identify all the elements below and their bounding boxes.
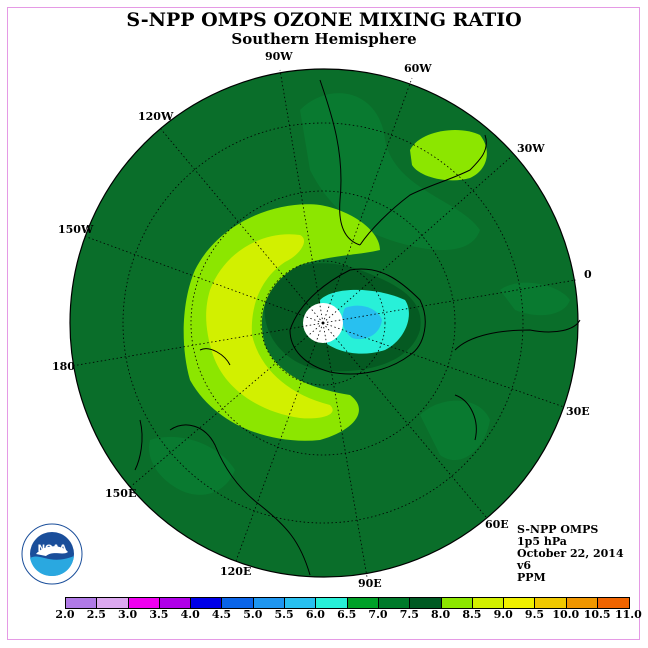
colorbar-swatch <box>598 598 630 608</box>
colorbar-swatch <box>378 598 411 608</box>
colorbar-tick-label: 4.0 <box>180 608 200 621</box>
colorbar-swatch <box>253 598 286 608</box>
lon-label-60w: 60W <box>404 62 432 75</box>
colorbar-swatch <box>566 598 599 608</box>
meridian-60w <box>322 77 413 324</box>
colorbar-swatch <box>222 598 254 608</box>
ozone-band-6.5-east <box>500 282 570 316</box>
lon-label-150w: 150W <box>58 223 94 236</box>
lon-label-120w: 120W <box>138 110 174 123</box>
colorbar-tick-label: 4.5 <box>211 608 232 621</box>
latitude-circle-70s <box>260 260 386 386</box>
colorbar-tick-label: 3.0 <box>118 608 138 621</box>
info-units: PPM <box>517 571 546 584</box>
colorbar-swatch <box>128 598 160 608</box>
graticule <box>71 69 577 578</box>
map-title: S-NPP OMPS OZONE MIXING RATIO <box>126 9 522 31</box>
colorbar-tick-label: 7.5 <box>399 608 419 621</box>
colorbar-swatch <box>504 598 536 608</box>
colorbar-tick-label: 2.5 <box>86 608 106 621</box>
map-subtitle: Southern Hemisphere <box>231 30 417 48</box>
ozone-band-6.5-southwest <box>149 436 235 495</box>
coast-australia <box>169 424 311 576</box>
lon-label-150e: 150E <box>105 487 137 500</box>
info-pressure: 1p5 hPa <box>517 535 567 548</box>
coast-madagascar <box>454 394 477 441</box>
info-version: v6 <box>517 559 532 572</box>
colorbar-tick-label: 6.0 <box>305 608 325 621</box>
colorbar <box>65 597 631 609</box>
colorbar-swatch <box>472 598 505 608</box>
ozone-band-6.5-southeast <box>420 400 490 461</box>
ozone-band-5.5 <box>342 305 382 340</box>
colorbar-tick-label: 7.0 <box>368 608 388 621</box>
meridian-90e <box>322 322 368 578</box>
lon-label-180: 180 <box>52 360 75 373</box>
colorbar-swatch <box>97 598 129 608</box>
ozone-band-6.5-north <box>300 93 480 250</box>
colorbar-tick-label: 6.5 <box>337 608 357 621</box>
ozone-patch-7.5 <box>410 130 487 181</box>
colorbar-swatch <box>535 598 567 608</box>
lon-label-90w: 90W <box>265 50 293 63</box>
lon-label-90e: 90E <box>358 577 382 590</box>
info-date: October 22, 2014 <box>517 547 624 560</box>
colorbar-tick-label: 10.0 <box>552 608 580 621</box>
colorbar-tick-label: 5.5 <box>274 608 294 621</box>
info-instrument: S-NPP OMPS <box>517 523 599 536</box>
colorbar-swatch <box>441 598 473 608</box>
lon-label-120e: 120E <box>220 565 252 578</box>
meridian-150e <box>128 322 324 489</box>
lon-label-30w: 30W <box>517 142 545 155</box>
meridian-90w <box>279 69 324 324</box>
colorbar-ticks: 2.0 2.5 3.0 3.5 4.0 4.5 5.0 5.5 6.0 6.5 7.0 7.5 8.0 8… <box>48 608 641 622</box>
ozone-band-8.0 <box>206 234 333 419</box>
colorbar-swatch <box>159 598 192 608</box>
noaa-logo: NOAA <box>21 523 83 585</box>
colorbar-swatch <box>66 598 98 608</box>
coast-islands <box>134 419 143 471</box>
coast-new-zealand <box>199 348 231 366</box>
colorbar-swatch <box>410 598 442 608</box>
lon-label-30e: 30E <box>566 405 590 418</box>
map-boundary <box>69 68 579 578</box>
coast-south-america-west <box>319 79 361 246</box>
noaa-logo-text: NOAA <box>38 544 67 554</box>
coast-south-america-east <box>359 134 487 246</box>
lon-label-0: 0 <box>584 268 592 281</box>
colorbar-swatch <box>191 598 223 608</box>
colorbar-swatch <box>285 598 317 608</box>
latitude-circle-30s <box>122 122 524 524</box>
colorbar-tick-label: 9.0 <box>493 608 513 621</box>
lon-label-60e: 60E <box>485 518 509 531</box>
meridian-0 <box>322 279 577 324</box>
meridian-180 <box>71 322 324 367</box>
colorbar-tick-label: 5.0 <box>243 608 263 621</box>
coastlines <box>134 79 581 576</box>
colorbar-tick-label: 2.0 <box>55 608 75 621</box>
coast-africa <box>454 319 581 351</box>
colorbar-swatch <box>347 598 379 608</box>
colorbar-tick-label: 8.5 <box>462 608 482 621</box>
latitude-circle-50s <box>190 190 456 456</box>
colorbar-tick-label: 8.0 <box>431 608 451 621</box>
colorbar-tick-label: 9.5 <box>524 608 545 621</box>
plot-frame <box>7 7 640 640</box>
meridian-30e <box>322 322 565 408</box>
colorbar-tick-label: 3.5 <box>149 608 169 621</box>
info-block: S-NPP OMPS 1p5 hPa October 22, 2014 v6 P… <box>517 524 624 584</box>
colorbar-swatch <box>316 598 348 608</box>
colorbar-tick-label: 11.0 <box>614 608 642 621</box>
colorbar-tick-label: 10.5 <box>583 608 611 621</box>
coast-antarctica <box>289 268 426 375</box>
